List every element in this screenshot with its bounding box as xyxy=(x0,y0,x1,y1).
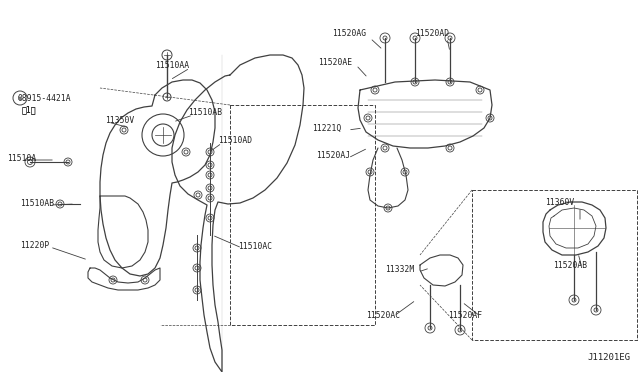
Text: 11221Q: 11221Q xyxy=(312,124,341,132)
Text: 11510AA: 11510AA xyxy=(155,61,189,70)
Text: 11510A: 11510A xyxy=(7,154,36,163)
Text: 11520AF: 11520AF xyxy=(448,311,482,321)
Text: 11510AB: 11510AB xyxy=(20,199,54,208)
Text: 11332M: 11332M xyxy=(385,266,414,275)
Text: 11520AB: 11520AB xyxy=(553,262,587,270)
Text: 11520AG: 11520AG xyxy=(332,29,366,38)
Text: 11520AD: 11520AD xyxy=(415,29,449,38)
Text: 11510AC: 11510AC xyxy=(238,241,272,250)
Text: 08915-4421A: 08915-4421A xyxy=(17,93,70,103)
Bar xyxy=(230,105,375,325)
Text: 、1、: 、1、 xyxy=(22,106,36,115)
Text: 11510AB: 11510AB xyxy=(188,108,222,116)
Text: W: W xyxy=(19,96,22,100)
Text: 11360V: 11360V xyxy=(545,198,574,206)
Text: 11520AC: 11520AC xyxy=(366,311,400,321)
Text: 1: 1 xyxy=(22,106,36,115)
Text: 11520AE: 11520AE xyxy=(318,58,352,67)
Bar xyxy=(472,190,637,340)
Text: 11220P: 11220P xyxy=(20,241,49,250)
Text: 11520AJ: 11520AJ xyxy=(316,151,350,160)
Text: 11510AD: 11510AD xyxy=(218,135,252,144)
Text: 11350V: 11350V xyxy=(105,115,134,125)
Text: J11201EG: J11201EG xyxy=(587,353,630,362)
